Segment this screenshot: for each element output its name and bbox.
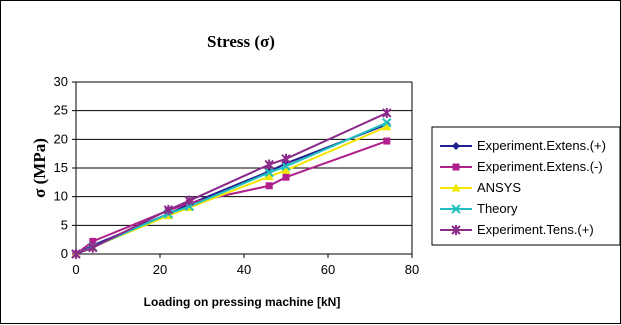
data-point-1-6 xyxy=(383,137,391,145)
legend-label-4: Experiment.Tens.(+) xyxy=(477,222,594,237)
y-tick-label-3: 15 xyxy=(54,160,68,175)
y-tick-label-4: 20 xyxy=(54,131,68,146)
data-point-2-6 xyxy=(382,122,392,131)
series-line-1 xyxy=(75,140,388,255)
legend: Experiment.Extens.(+) Experiment.Extens.(… xyxy=(431,126,621,246)
data-point-3-4 xyxy=(264,167,274,178)
legend-box xyxy=(431,126,621,246)
series-line-3 xyxy=(75,121,388,255)
series-4 xyxy=(71,107,392,259)
gridlines xyxy=(76,81,412,226)
x-tick-labels: 0 20 40 60 80 xyxy=(72,262,419,277)
legend-label-1: Experiment.Extens.(-) xyxy=(477,159,603,174)
legend-marker-1 xyxy=(452,163,460,171)
series-1 xyxy=(72,137,391,258)
x-tick-label-1: 20 xyxy=(153,262,167,277)
data-point-1-1 xyxy=(89,237,97,245)
chart-title: Stress (σ) xyxy=(207,32,275,51)
x-tick-label-0: 0 xyxy=(72,262,79,277)
data-point-3-6 xyxy=(382,117,392,128)
data-point-4-2 xyxy=(163,204,174,215)
y-tick-label-6: 30 xyxy=(54,74,68,89)
data-point-4-1 xyxy=(88,242,98,253)
legend-marker-4 xyxy=(451,225,461,235)
series-line-4 xyxy=(75,112,388,255)
y-axis-label: σ (MPa) xyxy=(30,138,49,198)
y-tick-label-1: 5 xyxy=(61,217,68,232)
y-tick-label-2: 10 xyxy=(54,189,68,204)
legend-label-2: ANSYS xyxy=(477,180,521,195)
x-axis-label: Loading on pressing machine [kN] xyxy=(144,295,341,309)
legend-marker-2 xyxy=(451,183,461,192)
y-tick-label-0: 0 xyxy=(61,246,68,261)
y-tick-label-5: 25 xyxy=(54,103,68,118)
data-point-1-5 xyxy=(282,173,290,181)
data-point-4-4 xyxy=(264,159,274,170)
data-point-4-6 xyxy=(382,107,392,118)
data-point-2-4 xyxy=(264,172,274,181)
y-tick-labels: 0 5 10 15 20 25 30 xyxy=(54,74,68,261)
data-point-2-5 xyxy=(281,165,291,174)
series xyxy=(71,107,392,259)
legend-label-3: Theory xyxy=(477,201,518,216)
x-tick-label-4: 80 xyxy=(405,262,419,277)
x-tick-label-2: 40 xyxy=(237,262,251,277)
data-point-1-4 xyxy=(265,182,273,190)
data-point-3-5 xyxy=(281,161,291,171)
data-point-4-0 xyxy=(71,249,81,259)
legend-marker-3 xyxy=(451,204,461,214)
legend-marker-0 xyxy=(452,142,460,150)
data-point-4-5 xyxy=(281,153,291,164)
x-tick-label-3: 60 xyxy=(321,262,335,277)
data-point-4-3 xyxy=(184,195,195,206)
legend-label-0: Experiment.Extens.(+) xyxy=(477,138,606,153)
